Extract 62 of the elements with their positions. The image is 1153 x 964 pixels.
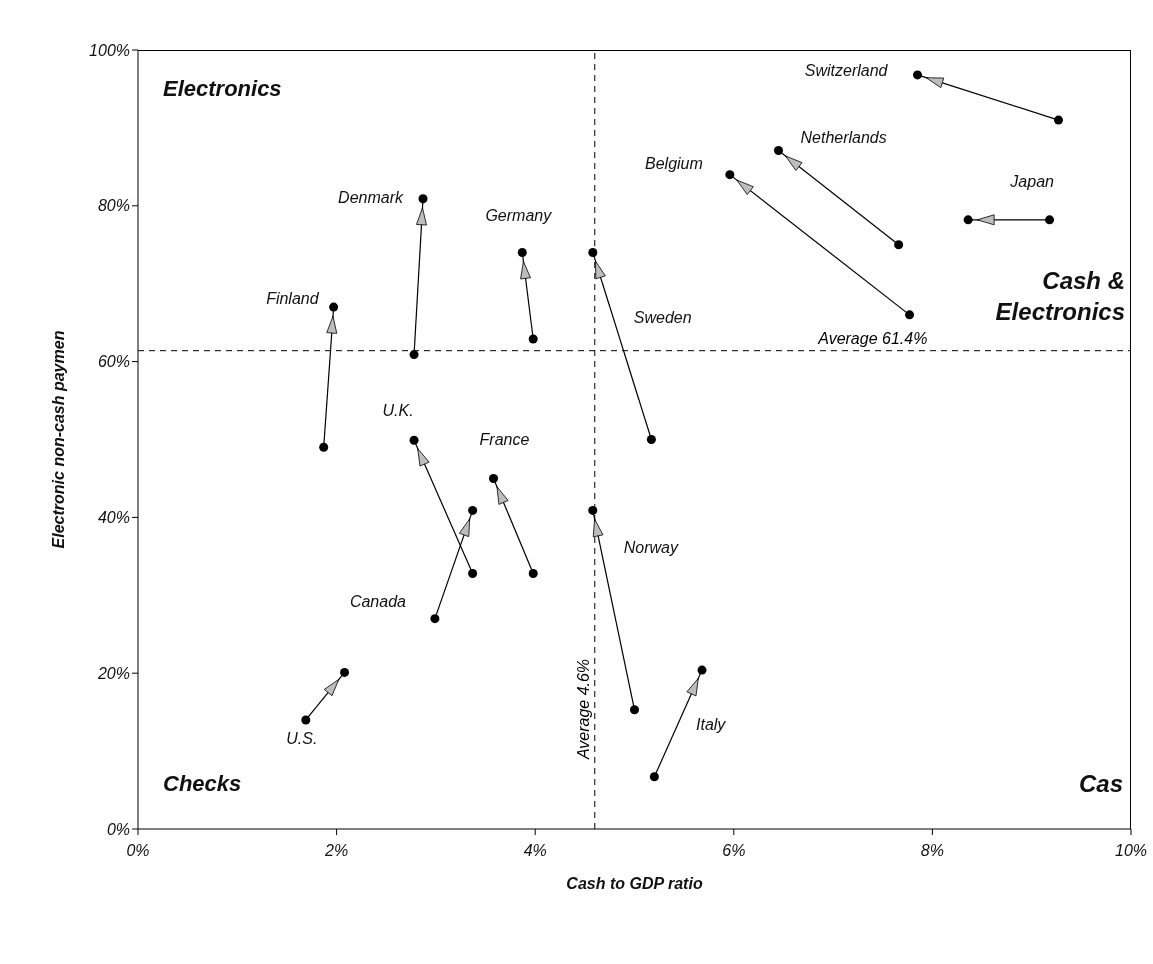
point bbox=[588, 505, 598, 515]
point bbox=[409, 350, 419, 360]
x-tick-label: 0% bbox=[126, 842, 150, 860]
series-label: Switzerland bbox=[804, 62, 889, 80]
y-tick-label: 40% bbox=[97, 509, 130, 527]
series-label: U.K. bbox=[382, 402, 414, 420]
x-tick-label: 10% bbox=[1114, 842, 1148, 860]
y-tick-label: 0% bbox=[106, 820, 130, 838]
point bbox=[725, 170, 735, 180]
series-label: Japan bbox=[1009, 173, 1055, 191]
point bbox=[488, 473, 499, 483]
point bbox=[528, 568, 538, 578]
point bbox=[468, 505, 478, 515]
x-tick-label: 4% bbox=[523, 842, 547, 860]
point bbox=[905, 310, 915, 320]
y-tick-label: 80% bbox=[97, 197, 130, 215]
point bbox=[588, 248, 598, 258]
series-label: Norway bbox=[623, 538, 680, 556]
series-label: Finland bbox=[266, 290, 320, 308]
point bbox=[517, 248, 527, 258]
series-label: France bbox=[479, 430, 530, 448]
annotation: Cash & Electronics bbox=[994, 266, 1125, 328]
y-tick-label: 60% bbox=[97, 353, 130, 371]
annotation: Checks bbox=[163, 770, 243, 799]
point bbox=[773, 145, 783, 155]
point bbox=[963, 215, 973, 225]
y-tick-label: 100% bbox=[89, 41, 130, 59]
point bbox=[629, 705, 640, 715]
series-label: Netherlands bbox=[800, 128, 887, 146]
point bbox=[894, 240, 904, 250]
series-label: Denmark bbox=[338, 189, 404, 207]
point bbox=[1054, 115, 1064, 125]
point bbox=[697, 665, 707, 675]
point bbox=[340, 667, 350, 677]
x-tick-label: 8% bbox=[920, 842, 944, 860]
point bbox=[1045, 215, 1055, 225]
point bbox=[329, 302, 339, 312]
point bbox=[528, 334, 538, 344]
text: Germany bbox=[485, 206, 553, 224]
ref-line-label: Average 61.4% bbox=[817, 329, 928, 347]
x-tick-label: 2% bbox=[324, 842, 349, 860]
point bbox=[649, 772, 659, 782]
point bbox=[468, 568, 478, 578]
point bbox=[418, 194, 428, 204]
point bbox=[319, 442, 329, 452]
series-label: Sweden bbox=[633, 308, 692, 326]
point bbox=[912, 70, 923, 80]
annotation: Cas bbox=[1077, 768, 1123, 799]
point bbox=[430, 614, 440, 624]
point bbox=[646, 434, 656, 445]
point bbox=[301, 715, 311, 725]
series-label: Canada bbox=[349, 592, 407, 610]
ref-line-label: Average 4.6% bbox=[575, 658, 593, 761]
point bbox=[409, 435, 419, 445]
series-label: Belgium bbox=[645, 154, 703, 172]
x-axis-title: Cash to GDP ratio bbox=[566, 875, 703, 892]
x-tick-label: 6% bbox=[722, 842, 746, 860]
y-tick-label: 20% bbox=[96, 664, 130, 682]
series-label: Italy bbox=[696, 716, 727, 734]
y-axis-title: Electronic non-cash paymen bbox=[49, 330, 67, 549]
annotation: Electronics bbox=[163, 75, 283, 103]
series-label: U.S. bbox=[286, 730, 318, 748]
